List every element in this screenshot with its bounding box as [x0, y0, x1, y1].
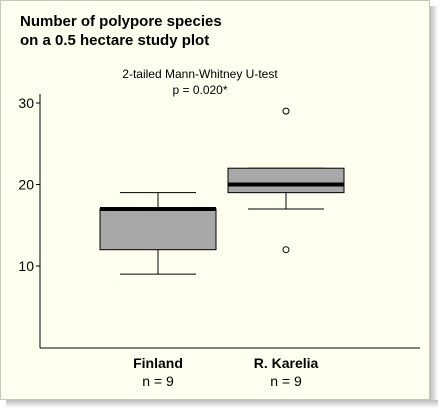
chart-title: Number of polypore species on a 0.5 hect…: [20, 12, 222, 50]
frame-shadow-bottom: [6, 400, 438, 408]
y-tick-label-30: 30: [18, 95, 34, 111]
figure-frame: [0, 0, 430, 400]
frame-shadow-right: [430, 6, 438, 408]
category-label-2: R. Karelia: [254, 355, 319, 371]
y-tick-label-10: 10: [18, 258, 34, 274]
iqr-box: [227, 167, 345, 194]
iqr-box: [99, 208, 217, 251]
y-tick-label-20: 20: [18, 177, 34, 193]
category-label-1: Finland: [133, 355, 183, 371]
chart-title-line-1: Number of polypore species: [20, 13, 222, 30]
sample-size-label-2: n = 9: [270, 373, 302, 389]
annotation-line-1: 2-tailed Mann-Whitney U-test: [122, 67, 278, 81]
outlier-point-2: [282, 107, 290, 115]
box-group-1: [99, 192, 217, 275]
sample-size-label-1: n = 9: [142, 373, 174, 389]
annotation-line-2: p = 0.020*: [172, 83, 227, 97]
outlier-point-1: [282, 246, 290, 254]
box-group-2: [227, 107, 345, 254]
chart-title-line-2: on a 0.5 hectare study plot: [20, 32, 210, 49]
